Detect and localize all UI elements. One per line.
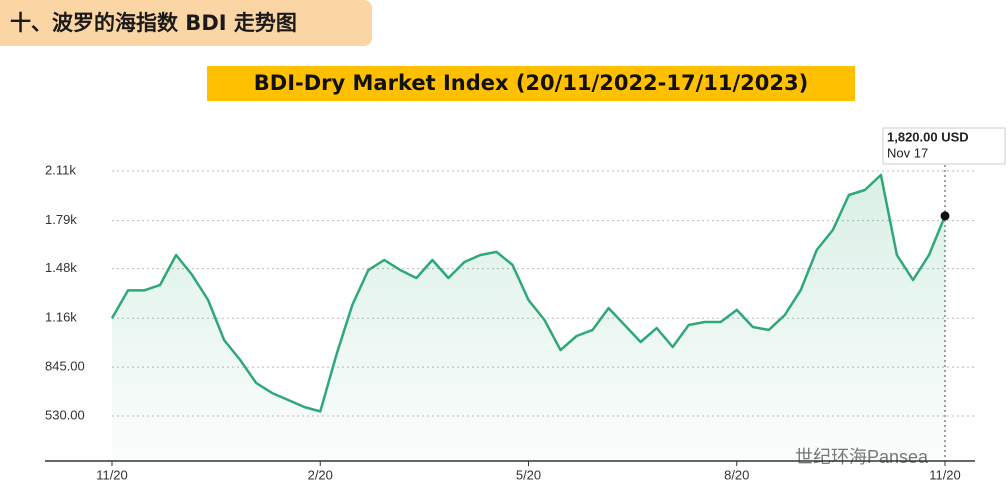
y-tick-label: 530.00: [45, 407, 85, 422]
y-tick-label: 1.48k: [45, 260, 77, 275]
annotation-date: Nov 17: [887, 145, 928, 160]
last-point: [940, 211, 950, 221]
annotation-value: 1,820.00 USD: [887, 129, 969, 144]
y-tick-label: 1.16k: [45, 310, 77, 325]
annotation-box: [882, 127, 1006, 165]
x-tick-label: 5/20: [516, 467, 541, 482]
y-tick-label: 2.11k: [45, 162, 76, 177]
x-tick-label: 11/20: [929, 467, 961, 482]
y-tick-label: 1.79k: [45, 212, 77, 227]
x-tick-label: 2/20: [308, 467, 333, 482]
line: [110, 173, 947, 413]
chart-title: BDI-Dry Market Index (20/11/2022-17/11/2…: [207, 66, 855, 101]
x-tick-label: 11/20: [96, 467, 128, 482]
area: [112, 175, 945, 461]
x-tick-label: 8/20: [724, 467, 749, 482]
section-header: 十、波罗的海指数 BDI 走势图: [0, 0, 372, 46]
y-tick-label: 845.00: [45, 359, 85, 374]
